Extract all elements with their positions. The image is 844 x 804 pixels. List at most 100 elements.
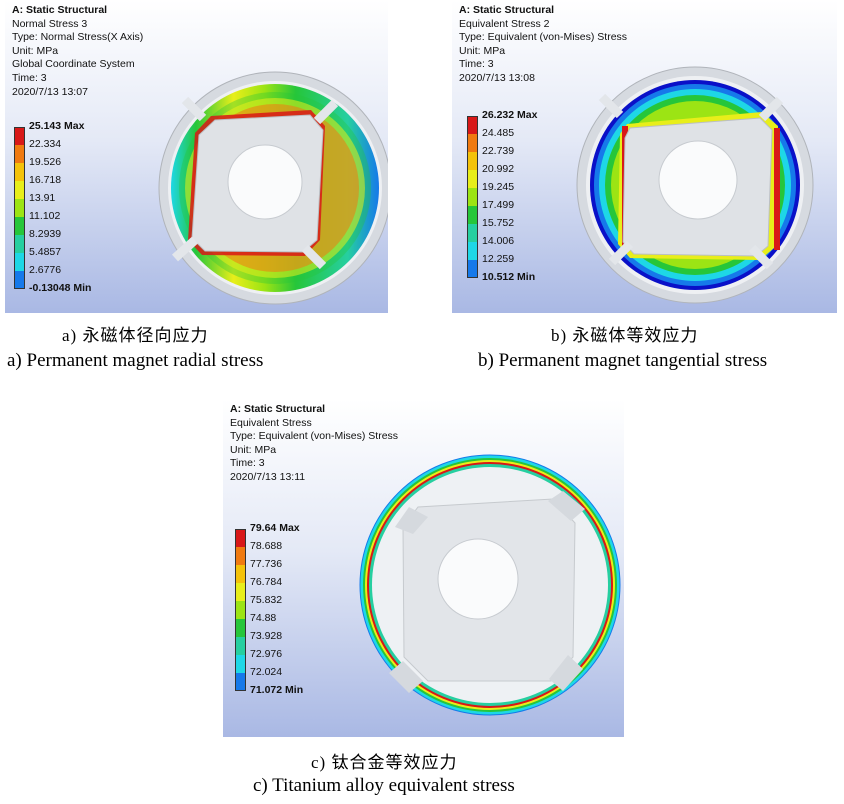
legend-label: 2.6776 [29, 264, 62, 276]
legend-color-swatch [467, 242, 478, 260]
rotor-model-a [158, 71, 388, 305]
analysis-title: A: Static Structural [459, 4, 555, 16]
legend-label: 74.88 [250, 612, 277, 624]
legend-color-swatch [235, 637, 246, 655]
legend-color-swatch [14, 163, 25, 181]
legend-row: 10.512 Min [467, 271, 597, 296]
rotor-model-b [576, 66, 814, 304]
legend-row: 22.739 [467, 145, 597, 170]
legend-color-swatch [235, 529, 246, 547]
result-header-a: A: Static Structural Normal Stress 3 Typ… [12, 4, 143, 99]
legend-row: 16.718 [14, 174, 144, 199]
legend-label: 24.485 [482, 127, 515, 139]
legend-color-swatch [235, 601, 246, 619]
result-date: 2020/7/13 13:08 [459, 71, 535, 84]
legend-row: 26.232 Max [467, 109, 597, 134]
legend-row: 8.2939 [14, 228, 144, 253]
legend-label: 25.143 Max [29, 120, 85, 132]
legend-label: 79.64 Max [250, 522, 300, 534]
legend-row: 15.752 [467, 217, 597, 242]
legend-color-swatch [14, 199, 25, 217]
legend-label: 72.024 [250, 666, 283, 678]
legend-label: 10.512 Min [482, 271, 536, 283]
legend-label: 75.832 [250, 594, 283, 606]
analysis-title: A: Static Structural [230, 403, 326, 415]
legend-label: 22.334 [29, 138, 62, 150]
legend-color-swatch [14, 181, 25, 199]
result-unit: Unit: MPa [230, 443, 277, 456]
legend-label: 5.4857 [29, 246, 62, 258]
legend-row: 13.91 [14, 192, 144, 217]
legend-color-swatch [467, 188, 478, 206]
legend-label: 73.928 [250, 630, 283, 642]
legend-row: 5.4857 [14, 246, 144, 271]
result-time: Time: 3 [459, 58, 494, 71]
legend-row: 2.6776 [14, 264, 144, 289]
contour-plot-panel-c: A: Static Structural Equivalent Stress T… [223, 399, 624, 737]
caption-b-english: b) Permanent magnet tangential stress [478, 350, 768, 371]
legend-row: 25.143 Max [14, 120, 144, 145]
legend-row: 19.526 [14, 156, 144, 181]
result-date: 2020/7/13 13:11 [230, 470, 306, 483]
legend-row: 79.64 Max [235, 522, 365, 547]
legend-row: 78.688 [235, 540, 365, 565]
result-name: Normal Stress 3 [12, 17, 88, 30]
legend-color-swatch [235, 673, 246, 691]
legend-color-swatch [467, 170, 478, 188]
legend-label: 19.245 [482, 181, 515, 193]
contour-plot-panel-b: A: Static Structural Equivalent Stress 2… [452, 0, 837, 313]
legend-label: 20.992 [482, 163, 515, 175]
legend-label: 77.736 [250, 558, 283, 570]
legend-color-swatch [14, 145, 25, 163]
legend-row: 11.102 [14, 210, 144, 235]
result-header-b: A: Static Structural Equivalent Stress 2… [459, 4, 627, 86]
legend-label: 19.526 [29, 156, 62, 168]
legend-row: 14.006 [467, 235, 597, 260]
result-type: Type: Equivalent (von-Mises) Stress [230, 430, 399, 443]
legend-color-swatch [14, 217, 25, 235]
legend-label: 17.499 [482, 199, 515, 211]
legend-row: 20.992 [467, 163, 597, 188]
legend-color-swatch [14, 253, 25, 271]
legend-label: 8.2939 [29, 228, 62, 240]
result-unit: Unit: MPa [12, 44, 59, 57]
legend-color-swatch [14, 271, 25, 289]
legend-label: 22.739 [482, 145, 515, 157]
legend-row: 19.245 [467, 181, 597, 206]
legend-label: 78.688 [250, 540, 283, 552]
result-name: Equivalent Stress [230, 416, 312, 429]
legend-color-swatch [235, 655, 246, 673]
contour-plot-panel-a: A: Static Structural Normal Stress 3 Typ… [5, 0, 388, 313]
legend-color-swatch [467, 152, 478, 170]
legend-color-swatch [235, 547, 246, 565]
result-header-c: A: Static Structural Equivalent Stress T… [230, 403, 398, 485]
analysis-title: A: Static Structural [12, 4, 108, 16]
legend-label: 15.752 [482, 217, 515, 229]
result-time: Time: 3 [230, 457, 265, 470]
legend-color-swatch [235, 565, 246, 583]
legend-color-swatch [14, 235, 25, 253]
caption-b-chinese: b) 永磁体等效应力 [551, 326, 699, 345]
legend-row: 71.072 Min [235, 684, 365, 709]
legend-label: 26.232 Max [482, 109, 538, 121]
caption-c-english: c) Titanium alloy equivalent stress [253, 775, 515, 796]
result-time: Time: 3 [12, 71, 47, 84]
legend-row: 72.024 [235, 666, 365, 691]
legend-row: 77.736 [235, 558, 365, 583]
caption-a-english: a) Permanent magnet radial stress [7, 350, 264, 371]
caption-a-chinese: a) 永磁体径向应力 [62, 326, 209, 345]
legend-label: -0.13048 Min [29, 282, 92, 294]
result-name: Equivalent Stress 2 [459, 17, 550, 30]
sleeve-model-c [359, 454, 621, 716]
caption-c-chinese: c) 钛合金等效应力 [311, 753, 458, 772]
legend-color-swatch [467, 260, 478, 278]
coordinate-system: Global Coordinate System [12, 58, 135, 71]
legend-label: 12.259 [482, 253, 515, 265]
legend-color-swatch [467, 116, 478, 134]
legend-row: 74.88 [235, 612, 365, 637]
legend-row: 24.485 [467, 127, 597, 152]
legend-label: 71.072 Min [250, 684, 304, 696]
result-unit: Unit: MPa [459, 44, 506, 57]
legend-label: 13.91 [29, 192, 56, 204]
legend-label: 14.006 [482, 235, 515, 247]
